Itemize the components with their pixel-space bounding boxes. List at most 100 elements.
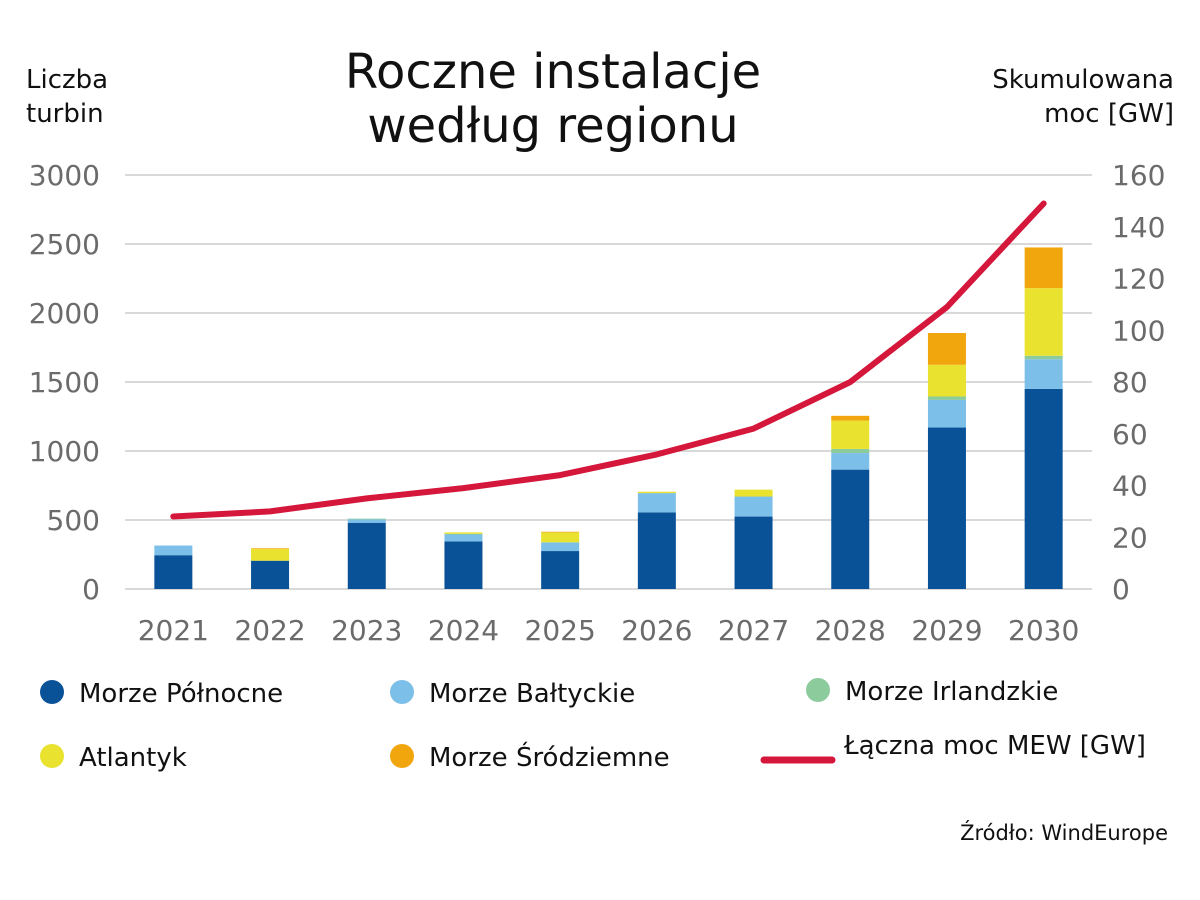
y-right-axis-title-line-2: moc [GW] [1044, 99, 1174, 129]
y-left-tick-label: 2000 [29, 297, 100, 330]
legend-label: Morze Bałtyckie [429, 679, 635, 709]
y-right-axis-title: Skumulowana moc [GW] [992, 65, 1174, 129]
y-right-tick-labels: 0 20 40 60 80 100 120 140 160 [1112, 159, 1165, 606]
bar-segment [347, 522, 386, 589]
y-right-tick-label: 160 [1112, 159, 1165, 192]
bar-segment [734, 496, 773, 517]
chart-title: Roczne instalacje według regionu [345, 44, 761, 154]
legend-label: Morze Północne [79, 679, 283, 709]
bar-segment [541, 532, 580, 543]
legend-marker [40, 744, 64, 768]
y-left-tick-label: 0 [82, 573, 100, 606]
y-right-tick-label: 20 [1112, 521, 1148, 554]
bar-segment [444, 532, 483, 534]
y-right-tick-label: 60 [1112, 418, 1148, 451]
bar-segment [251, 560, 290, 589]
bar-segment [734, 516, 773, 589]
y-left-tick-label: 500 [47, 504, 100, 537]
source-label: Źródło: WindEurope [960, 820, 1168, 845]
chart-title-line-1: Roczne instalacje [345, 44, 761, 100]
y-right-tick-label: 80 [1112, 366, 1148, 399]
legend-marker [40, 680, 64, 704]
bar-segment [444, 533, 483, 535]
bar-segment [927, 364, 966, 397]
bar-segment [927, 333, 966, 365]
bar-segment [541, 542, 580, 552]
y-left-tick-label: 1500 [29, 366, 100, 399]
x-tick-label: 2026 [621, 614, 692, 647]
bar-segment [831, 420, 870, 449]
x-tick-label: 2023 [331, 614, 402, 647]
bar-segment [1024, 288, 1063, 356]
legend-item: Atlantyk [40, 743, 187, 773]
x-tick-labels: 2021 2022 2023 2024 2025 2026 2027 2028 2029 2030 [138, 614, 1080, 647]
legend-label: Morze Śródziemne [429, 741, 670, 773]
y-right-tick-label: 40 [1112, 470, 1148, 503]
legend-item: Łączna moc MEW [GW] [760, 731, 1146, 764]
y-right-tick-label: 120 [1112, 263, 1165, 296]
bar-segment [541, 551, 580, 589]
bar-segment [347, 518, 386, 520]
x-tick-label: 2028 [815, 614, 886, 647]
bar-segment [1024, 355, 1063, 360]
chart-title-line-2: według regionu [367, 98, 738, 154]
gridlines [125, 174, 1092, 590]
legend-item: Morze Śródziemne [390, 741, 670, 773]
x-tick-label: 2027 [718, 614, 789, 647]
bar-segment [831, 415, 870, 421]
cumulative-power-line-group [170, 200, 1047, 520]
x-tick-label: 2024 [428, 614, 499, 647]
legend-label: Atlantyk [79, 743, 187, 773]
bar-segment [927, 396, 966, 400]
x-tick-label: 2022 [234, 614, 305, 647]
legend-item: Morze Bałtyckie [390, 679, 635, 709]
bar-segment [927, 399, 966, 428]
bar-segment [251, 548, 290, 549]
legend-marker [806, 678, 830, 702]
y-left-axis-title: Liczba turbin [26, 65, 108, 129]
bar-segment [734, 489, 773, 497]
bar-segment [251, 548, 290, 561]
bar-segment [154, 555, 193, 589]
bar-segment [444, 541, 483, 589]
bar-segment [541, 531, 580, 533]
bar-segment [1024, 359, 1063, 389]
y-left-tick-labels: 0 500 1000 1500 2000 2500 3000 [29, 159, 100, 606]
x-tick-label: 2030 [1008, 614, 1079, 647]
y-right-tick-label: 100 [1112, 314, 1165, 347]
y-left-axis-title-line-1: Liczba [26, 65, 108, 95]
legend: Morze Północne Morze Bałtyckie Morze Irlan… [40, 677, 1146, 773]
legend-label: Łączna moc MEW [GW] [843, 731, 1146, 761]
y-left-axis-title-line-2: turbin [26, 99, 104, 129]
bar-segment [831, 469, 870, 589]
y-left-tick-label: 2500 [29, 228, 100, 261]
legend-marker [390, 680, 414, 704]
y-right-axis-title-line-1: Skumulowana [992, 65, 1174, 95]
bar-segment [927, 427, 966, 589]
bars [154, 247, 1063, 589]
legend-item: Morze Północne [40, 679, 283, 709]
x-tick-label: 2025 [525, 614, 596, 647]
bar-segment [541, 542, 580, 543]
bar-segment [1024, 388, 1063, 589]
y-right-tick-label: 140 [1112, 211, 1165, 244]
bar-segment [637, 491, 676, 494]
cumulative-power-line [170, 200, 1047, 520]
bar-segment [831, 448, 870, 454]
bar-segment [347, 519, 386, 523]
x-tick-label: 2021 [138, 614, 209, 647]
x-tick-label: 2029 [911, 614, 982, 647]
legend-marker [390, 744, 414, 768]
y-right-tick-label: 0 [1112, 573, 1130, 606]
bar-segment [154, 545, 193, 556]
legend-label: Morze Irlandzkie [845, 677, 1058, 707]
bar-segment [444, 534, 483, 542]
bar-segment [637, 512, 676, 589]
legend-item: Morze Irlandzkie [806, 677, 1058, 707]
y-left-tick-label: 3000 [29, 159, 100, 192]
bar-segment [1024, 247, 1063, 289]
bar-segment [637, 493, 676, 513]
bar-segment [831, 453, 870, 470]
y-left-tick-label: 1000 [29, 435, 100, 468]
